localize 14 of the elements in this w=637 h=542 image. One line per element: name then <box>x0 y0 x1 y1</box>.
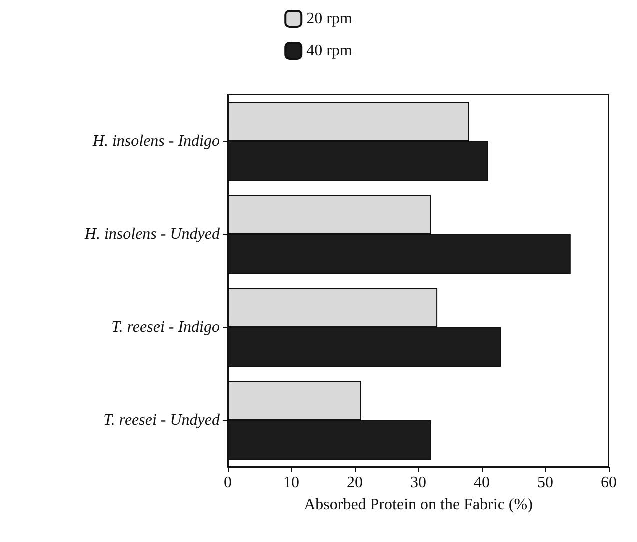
x-tick-label: 10 <box>284 474 300 492</box>
y-tick-label: H. insolens - Undyed <box>84 226 221 243</box>
y-tick-label: T. reesei - Undyed <box>104 412 221 429</box>
x-tick-label: 50 <box>538 474 554 492</box>
x-tick-label: 30 <box>410 474 426 492</box>
y-tick-label: H. insolens - Indigo <box>92 133 220 150</box>
x-tick-label: 40 <box>474 474 490 492</box>
y-tick-label: T. reesei - Indigo <box>112 319 220 336</box>
legend-label: 20 rpm <box>306 10 353 28</box>
x-axis-title: Absorbed Protein on the Fabric (%) <box>304 496 533 514</box>
legend-label: 40 rpm <box>306 42 353 60</box>
x-tick-label: 60 <box>601 474 617 492</box>
x-tick-label: 0 <box>224 474 232 492</box>
x-tick-label: 20 <box>347 474 363 492</box>
